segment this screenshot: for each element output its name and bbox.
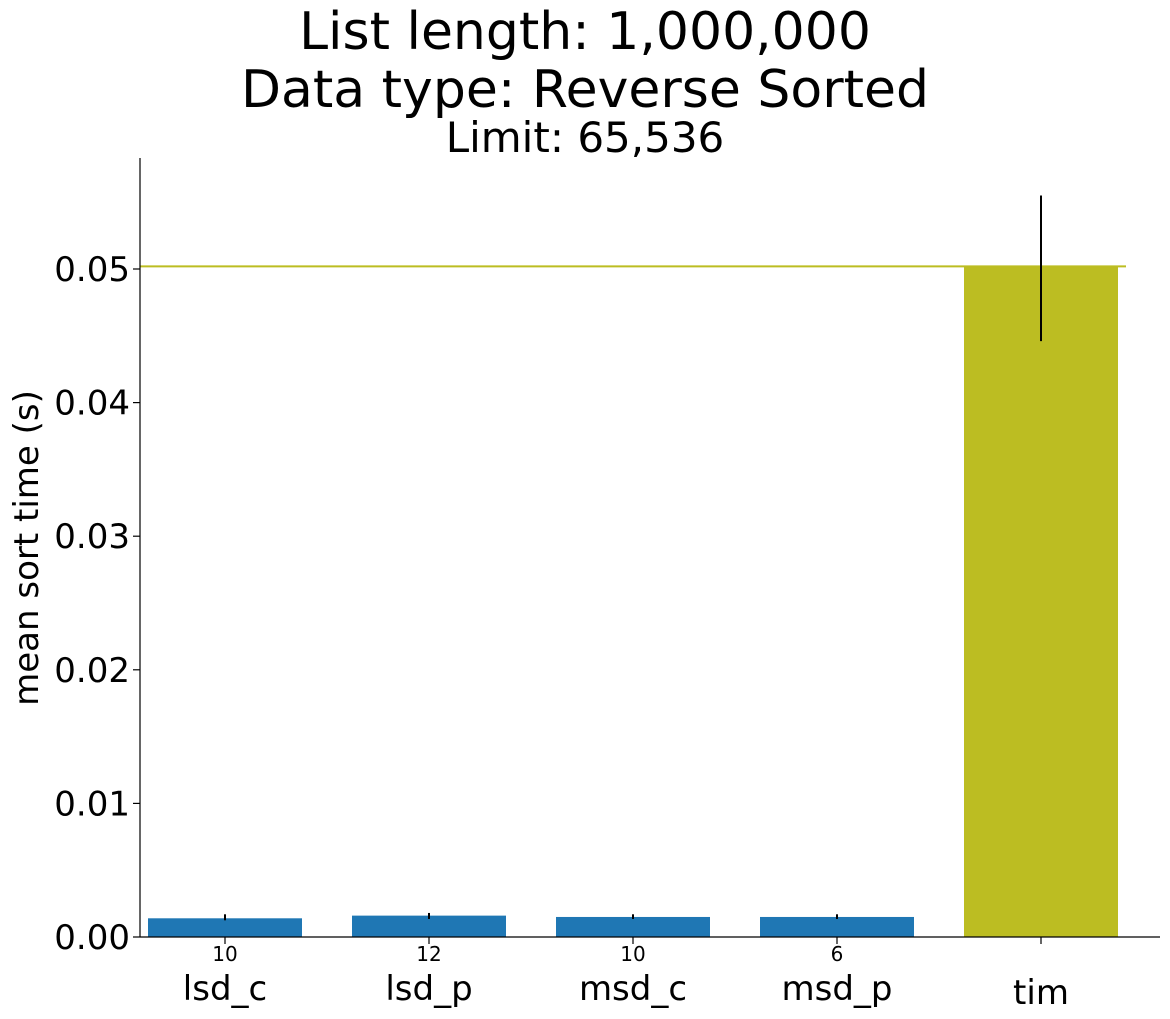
- bar-lsd_p: [352, 915, 506, 937]
- chart-title-line-2: Data type: Reverse Sorted: [240, 60, 930, 120]
- y-tick-label: 0.03: [54, 517, 130, 557]
- bar-tim: [964, 266, 1118, 937]
- bar-msd_c: [556, 916, 710, 937]
- bar-count-label: 10: [212, 942, 237, 966]
- y-tick-label: 0.00: [54, 918, 130, 958]
- plot-area: 0.00 0.01 0.02 0.03 0.04 0.05 10 lsd_c 12 lsd_p 10…: [7, 158, 1160, 1013]
- y-tick-label: 0.02: [54, 651, 130, 691]
- bar-count-label: 6: [831, 942, 844, 966]
- bar-msd_p: [760, 916, 914, 937]
- bar-count-label: 12: [416, 942, 441, 966]
- x-tick-label-msd_c: msd_c: [579, 969, 687, 1009]
- y-tick-label: 0.05: [54, 250, 130, 290]
- x-tick-label-tim: tim: [1013, 973, 1069, 1013]
- x-tick-label-lsd_c: lsd_c: [183, 969, 267, 1009]
- y-axis-label: mean sort time (s): [7, 390, 47, 706]
- y-tick-label: 0.04: [54, 384, 130, 424]
- bar-count-label: 10: [620, 942, 645, 966]
- y-tick-label: 0.01: [54, 784, 130, 824]
- x-tick-label-msd_p: msd_p: [782, 969, 893, 1009]
- bar-lsd_c: [148, 918, 302, 937]
- chart-subtitle: Limit: 65,536: [445, 113, 725, 162]
- chart-title-line-1: List length: 1,000,000: [299, 2, 871, 62]
- x-tick-label-lsd_p: lsd_p: [385, 969, 472, 1009]
